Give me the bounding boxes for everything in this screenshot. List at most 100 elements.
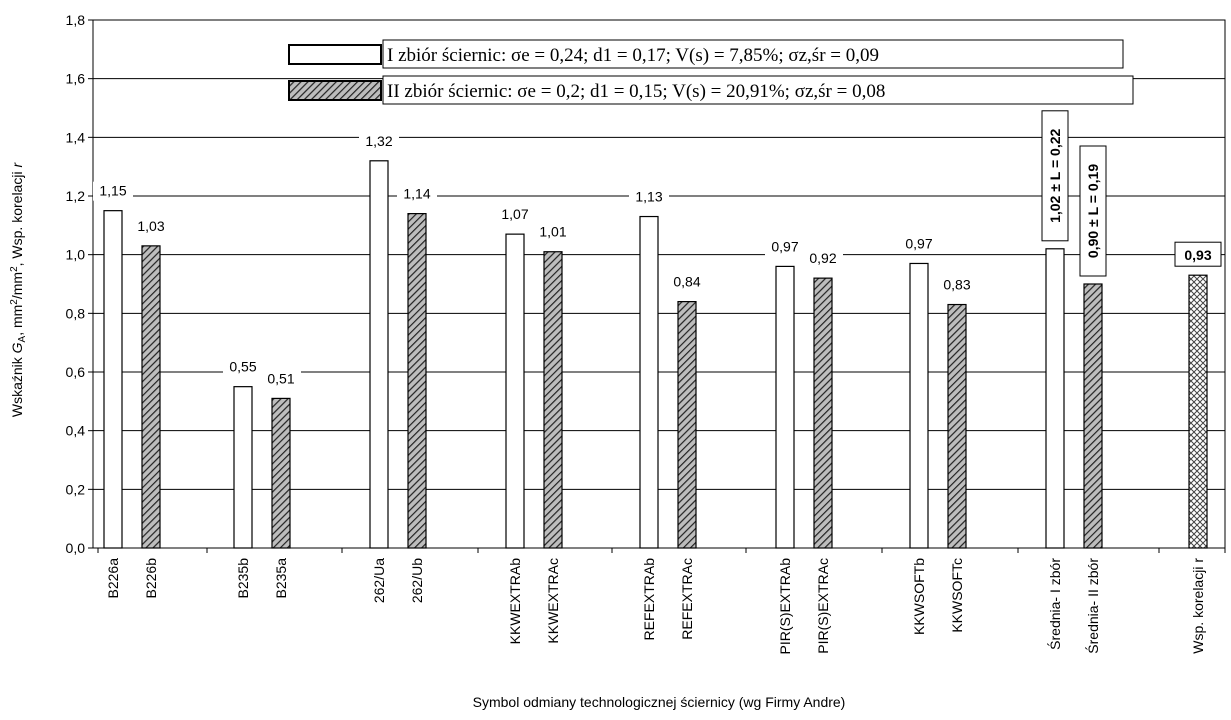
y-axis-title-part: G xyxy=(9,342,25,353)
data-label: 1,07 xyxy=(501,206,528,222)
category-label: REFEXTRAb xyxy=(641,558,657,641)
bar xyxy=(1083,283,1103,549)
category-label: PIR(S)EXTRAb xyxy=(777,558,793,655)
data-label: 1,32 xyxy=(365,133,392,149)
data-label: 0,97 xyxy=(905,235,932,251)
data-label: 0,90 ± L = 0,19 xyxy=(1085,164,1101,258)
bar xyxy=(369,160,389,549)
data-label: 0,93 xyxy=(1184,247,1211,263)
data-label: 0,83 xyxy=(943,277,970,293)
category-label: 262/Ub xyxy=(409,558,425,603)
category-label: B226b xyxy=(143,558,159,599)
y-axis-title-part: 2 xyxy=(9,299,20,305)
gridlines xyxy=(92,19,1226,549)
category-label: Średnia- I zbór xyxy=(1046,558,1063,650)
legend-label: II zbiór ściernic: σe = 0,2; d1 = 0,15; … xyxy=(387,81,885,102)
data-label: 0,97 xyxy=(771,238,798,254)
category-label: KKWEXTRAc xyxy=(545,558,561,644)
category-label: Średnia- II zbór xyxy=(1084,558,1101,654)
y-tick-label: 1,8 xyxy=(66,12,86,28)
bar xyxy=(1045,248,1065,549)
category-label: 262/Ua xyxy=(371,558,387,603)
bar xyxy=(141,245,161,549)
data-label-bg xyxy=(937,275,977,295)
category-label: B226a xyxy=(105,558,121,599)
data-label-bg xyxy=(261,369,301,389)
data-label: 0,92 xyxy=(809,250,836,266)
bar xyxy=(775,265,795,549)
data-labels: 1,15 1,03 0,55 0,51 1,32 1,14 1,07 1,01 1,13 0,84… xyxy=(93,110,1222,389)
data-label-bg xyxy=(629,187,669,207)
category-label: B235b xyxy=(235,558,251,599)
y-axis-title-part: r xyxy=(9,162,25,168)
y-tick-label: 1,6 xyxy=(66,71,86,87)
x-axis-title: Symbol odmiany technologicznej ściernicy… xyxy=(473,694,846,710)
category-label: Wsp. korelacji r xyxy=(1190,558,1206,654)
category-label: PIR(S)EXTRAc xyxy=(815,558,831,654)
data-label-box xyxy=(1079,145,1107,277)
data-label: 1,03 xyxy=(137,218,164,234)
data-label-bg xyxy=(131,216,171,236)
y-axis-title: Wskaźnik GA, mm2/mm2, Wsp. korelacji r xyxy=(9,162,28,418)
y-axis-title-part: A xyxy=(17,335,28,342)
y-axis-title-part: , mm xyxy=(9,305,25,336)
legend-entry-box xyxy=(382,39,1124,69)
y-axis-title-part: Wskaźnik xyxy=(9,353,25,417)
legend-swatch xyxy=(288,44,382,65)
category-label: KKWEXTRAb xyxy=(507,558,523,645)
y-axis-title-part: 2 xyxy=(9,266,20,272)
bar xyxy=(543,251,563,549)
bar xyxy=(813,277,833,549)
bar xyxy=(639,215,659,549)
legend-entry-box xyxy=(382,75,1134,105)
y-axis-title-part: /mm xyxy=(9,272,25,299)
y-tick-label: 1,4 xyxy=(66,129,86,145)
y-tick-label: 0,8 xyxy=(66,305,86,321)
legend-swatch xyxy=(288,80,382,101)
bar xyxy=(271,397,291,549)
data-label-bg xyxy=(765,237,805,257)
data-label: 1,15 xyxy=(99,183,126,199)
y-axis-title-part: , Wsp. korelacji xyxy=(9,168,25,267)
y-tick-label: 0,0 xyxy=(66,540,86,556)
data-label: 0,84 xyxy=(673,274,700,290)
category-label: KKWSOFTb xyxy=(911,558,927,635)
bar xyxy=(1188,274,1208,549)
legend: I zbiór ściernic: σe = 0,24; d1 = 0,17; … xyxy=(288,39,1134,105)
y-tick-label: 0,2 xyxy=(66,481,86,497)
category-label: KKWSOFTc xyxy=(949,558,965,633)
data-label: 0,51 xyxy=(267,370,294,386)
bar xyxy=(947,303,967,549)
bar xyxy=(407,213,427,549)
axes: 0,0 0,2 0,4 0,6 0,8 1,0 1,2 1,4 1,6 1,8 B226a B226b… xyxy=(66,12,1226,655)
data-label-box xyxy=(1174,241,1222,267)
data-label-box xyxy=(1041,110,1069,242)
data-label: 1,01 xyxy=(539,224,566,240)
data-label-bg xyxy=(803,249,843,269)
bar xyxy=(505,233,525,549)
y-tick-label: 1,2 xyxy=(66,188,86,204)
data-label-bg xyxy=(495,205,535,225)
bar xyxy=(233,386,253,549)
data-label-bg xyxy=(359,131,399,151)
data-label-bg xyxy=(533,222,573,242)
legend-label: I zbiór ściernic: σe = 0,24; d1 = 0,17; … xyxy=(387,45,879,66)
data-label: 0,55 xyxy=(229,359,256,375)
data-label-bg xyxy=(899,234,939,254)
data-label-bg xyxy=(667,272,707,292)
y-tick-label: 0,6 xyxy=(66,364,86,380)
data-label-bg xyxy=(93,181,133,201)
category-label: REFEXTRAc xyxy=(679,558,695,640)
data-label: 1,14 xyxy=(403,186,430,202)
category-label: B235a xyxy=(273,558,289,599)
data-label: 1,02 ± L = 0,22 xyxy=(1047,128,1063,222)
bar xyxy=(103,210,123,549)
y-tick-label: 0,4 xyxy=(66,423,86,439)
data-label-bg xyxy=(223,357,263,377)
bar xyxy=(677,301,697,549)
data-label-bg xyxy=(397,184,437,204)
data-label: 1,13 xyxy=(635,189,662,205)
bar xyxy=(909,262,929,549)
y-tick-label: 1,0 xyxy=(66,247,86,263)
